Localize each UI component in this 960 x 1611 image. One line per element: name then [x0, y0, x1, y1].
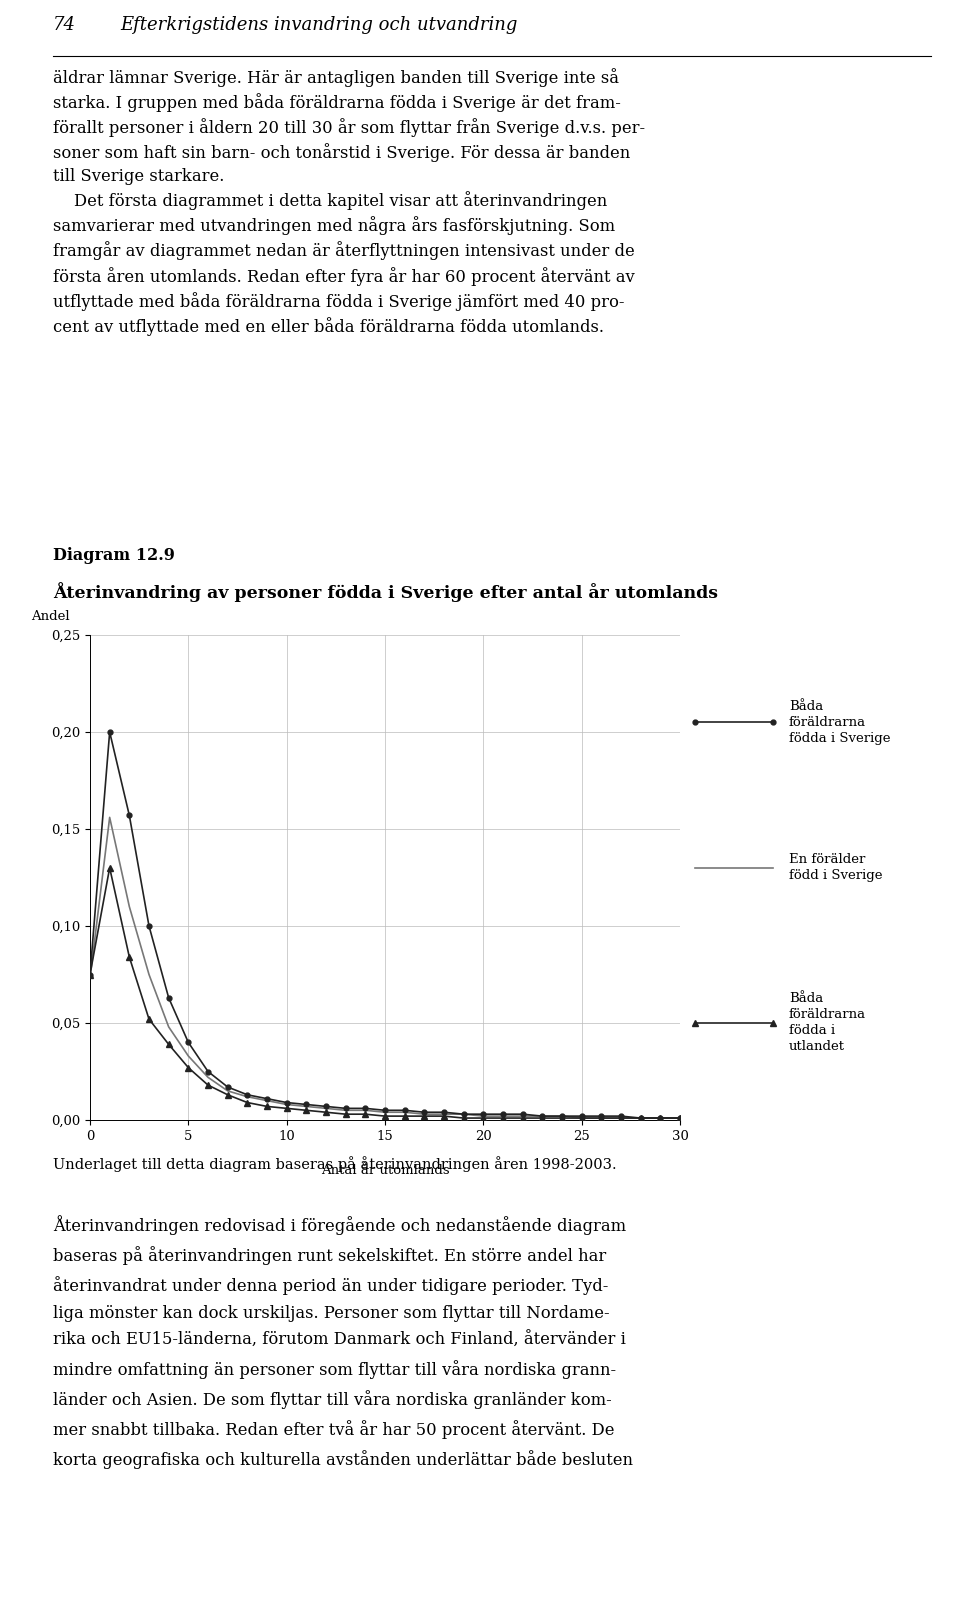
Text: Efterkrigstidens invandring och utvandring: Efterkrigstidens invandring och utvandri… — [120, 16, 517, 34]
Text: Båda
föräldrarna
födda i Sverige: Båda föräldrarna födda i Sverige — [789, 699, 891, 744]
Text: Antal år utomlands: Antal år utomlands — [321, 1163, 449, 1176]
Text: Båda
föräldrarna
födda i
utlandet: Båda föräldrarna födda i utlandet — [789, 992, 866, 1054]
Text: Andel: Andel — [31, 611, 70, 623]
Text: En förälder
född i Sverige: En förälder född i Sverige — [789, 854, 882, 883]
Text: Återinvandring av personer födda i Sverige efter antal år utomlands: Återinvandring av personer födda i Sveri… — [53, 582, 718, 603]
Text: 74: 74 — [53, 16, 76, 34]
Text: äldrar lämnar Sverige. Här är antagligen banden till Sverige inte så
starka. I g: äldrar lämnar Sverige. Här är antagligen… — [53, 68, 645, 335]
Text: Diagram 12.9: Diagram 12.9 — [53, 548, 175, 564]
Text: Underlaget till detta diagram baseras på återinvandringen åren 1998-2003.: Underlaget till detta diagram baseras på… — [53, 1157, 616, 1171]
Text: Återinvandringen redovisad i föregående och nedanstående diagram
baseras på åter: Återinvandringen redovisad i föregående … — [53, 1215, 633, 1469]
